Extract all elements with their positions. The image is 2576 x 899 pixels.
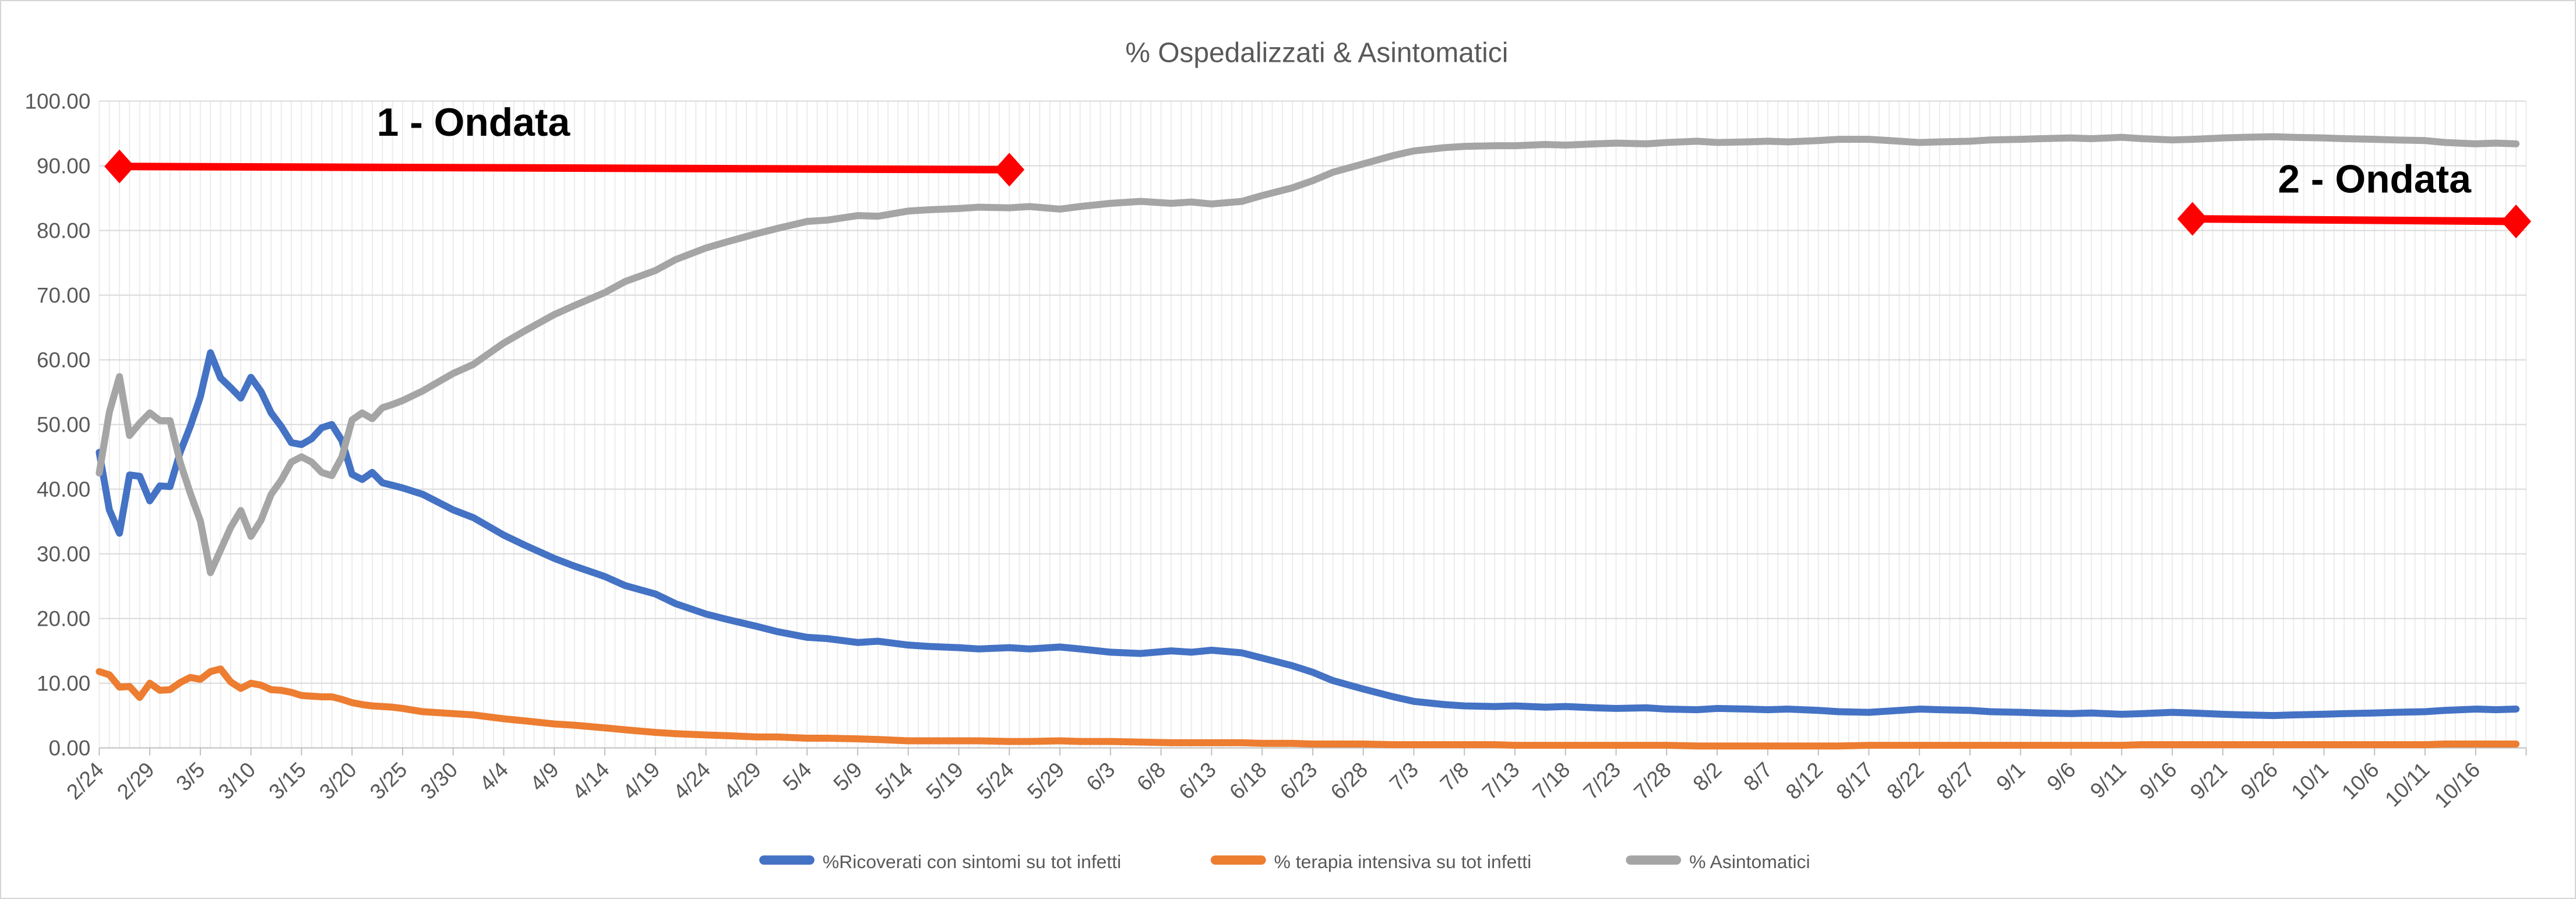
x-tick-label: 9/16 bbox=[2135, 757, 2182, 804]
x-tick-label: 7/18 bbox=[1528, 757, 1575, 804]
x-tick-label: 6/23 bbox=[1275, 757, 1322, 804]
x-tick-label: 6/18 bbox=[1225, 757, 1271, 804]
y-tick-label: 60.00 bbox=[37, 348, 90, 372]
x-tick-label: 4/29 bbox=[719, 757, 766, 804]
x-tick-label: 10/6 bbox=[2337, 757, 2384, 804]
y-tick-label: 80.00 bbox=[37, 219, 90, 243]
x-tick-label: 10/1 bbox=[2286, 757, 2333, 804]
annotation-line-2 bbox=[2192, 215, 2517, 225]
series-lines bbox=[96, 133, 2520, 750]
legend-item: % Asintomatici bbox=[1626, 851, 1810, 872]
y-tick-label: 100.00 bbox=[24, 90, 90, 114]
x-tick-label: 3/10 bbox=[213, 757, 260, 804]
series-line-asintomatici bbox=[96, 133, 2520, 576]
x-tick-label: 9/6 bbox=[2042, 757, 2080, 795]
y-tick-label: 70.00 bbox=[37, 284, 90, 308]
legend-label: % Asintomatici bbox=[1689, 851, 1810, 872]
x-tick-label: 9/26 bbox=[2236, 757, 2282, 804]
x-tick-label: 7/13 bbox=[1478, 757, 1524, 804]
x-axis-tick-labels: 2/24 2/29 3/5 3/10 3/15 3/20 3/25 3/30 4/4 4/9 4/1… bbox=[62, 757, 2485, 812]
chart-title: % Ospedalizzati & Asintomatici bbox=[1125, 38, 1508, 69]
x-tick-label: 8/7 bbox=[1739, 757, 1777, 795]
legend-swatch bbox=[759, 855, 815, 865]
x-tick-label: 6/8 bbox=[1132, 757, 1170, 795]
annotation-label-2: 2 - Ondata bbox=[2278, 158, 2472, 202]
legend-label: %Ricoverati con sintomi su tot infetti bbox=[823, 851, 1121, 872]
annotation-diamond bbox=[994, 153, 1025, 187]
series-line-terapia-intensiva bbox=[96, 665, 2520, 750]
x-tick-label: 5/14 bbox=[871, 757, 918, 804]
x-tick-label: 8/12 bbox=[1781, 757, 1827, 804]
x-tick-label: 5/9 bbox=[829, 757, 866, 795]
x-tick-label: 7/8 bbox=[1436, 757, 1474, 795]
x-tick-label: 6/13 bbox=[1174, 757, 1221, 804]
x-tick-label: 4/24 bbox=[668, 757, 715, 804]
y-tick-label: 50.00 bbox=[37, 413, 90, 437]
x-tick-label: 8/22 bbox=[1882, 757, 1929, 804]
legend-label: % terapia intensiva su tot infetti bbox=[1274, 851, 1532, 872]
x-tick-label: 2/24 bbox=[62, 757, 108, 804]
x-tick-label: 8/2 bbox=[1688, 757, 1726, 795]
x-axis bbox=[98, 747, 2527, 756]
x-tick-label: 6/28 bbox=[1326, 757, 1373, 804]
annotation-label-1: 1 - Ondata bbox=[377, 101, 571, 144]
legend-swatch bbox=[1210, 855, 1266, 865]
legend-item: %Ricoverati con sintomi su tot infetti bbox=[759, 851, 1121, 872]
x-tick-label: 5/4 bbox=[778, 757, 816, 795]
x-tick-label: 7/28 bbox=[1629, 757, 1676, 804]
x-tick-label: 10/11 bbox=[2380, 757, 2434, 811]
annotation-line-1 bbox=[119, 163, 1010, 174]
x-tick-label: 9/1 bbox=[1992, 757, 2029, 795]
x-tick-label: 7/3 bbox=[1385, 757, 1423, 795]
legend: %Ricoverati con sintomi su tot infetti % … bbox=[759, 851, 1810, 872]
x-tick-label: 10/16 bbox=[2430, 757, 2485, 812]
annotations: 1 - Ondata 2 - Ondata bbox=[104, 101, 2532, 238]
x-tick-label: 4/14 bbox=[568, 757, 614, 804]
x-tick-label: 3/20 bbox=[315, 757, 361, 804]
x-tick-label: 9/11 bbox=[2085, 757, 2131, 803]
x-tick-label: 3/15 bbox=[264, 757, 311, 804]
y-tick-label: 40.00 bbox=[37, 478, 90, 502]
y-tick-label: 90.00 bbox=[37, 154, 90, 178]
x-tick-label: 3/30 bbox=[416, 757, 463, 804]
legend-swatch bbox=[1626, 855, 1682, 865]
x-tick-label: 4/19 bbox=[618, 757, 665, 804]
horizontal-gridlines bbox=[99, 100, 2526, 684]
x-tick-label: 9/21 bbox=[2186, 757, 2232, 804]
y-axis-tick-labels: 100.00 90.00 80.00 70.00 60.00 50.00 40.00 30.0… bbox=[24, 90, 90, 760]
x-tick-label: 5/19 bbox=[921, 757, 968, 804]
x-tick-label: 3/25 bbox=[365, 757, 412, 804]
x-tick-label: 5/24 bbox=[972, 757, 1019, 804]
series-line-ricoverati bbox=[96, 349, 2520, 720]
y-tick-label: 0.00 bbox=[49, 736, 91, 760]
x-tick-label: 4/4 bbox=[475, 757, 513, 795]
x-tick-label: 7/23 bbox=[1578, 757, 1625, 804]
x-tick-label: 8/27 bbox=[1933, 757, 1979, 804]
x-tick-label: 6/3 bbox=[1081, 757, 1119, 795]
x-tick-label: 4/9 bbox=[526, 757, 563, 795]
y-tick-label: 10.00 bbox=[37, 672, 90, 696]
y-tick-label: 30.00 bbox=[37, 542, 90, 566]
x-tick-label: 3/5 bbox=[171, 757, 209, 795]
legend-item: % terapia intensiva su tot infetti bbox=[1210, 851, 1532, 872]
y-tick-label: 20.00 bbox=[37, 607, 90, 631]
x-tick-label: 5/29 bbox=[1023, 757, 1069, 804]
x-tick-label: 8/17 bbox=[1831, 757, 1878, 804]
x-tick-label: 2/29 bbox=[112, 757, 159, 804]
